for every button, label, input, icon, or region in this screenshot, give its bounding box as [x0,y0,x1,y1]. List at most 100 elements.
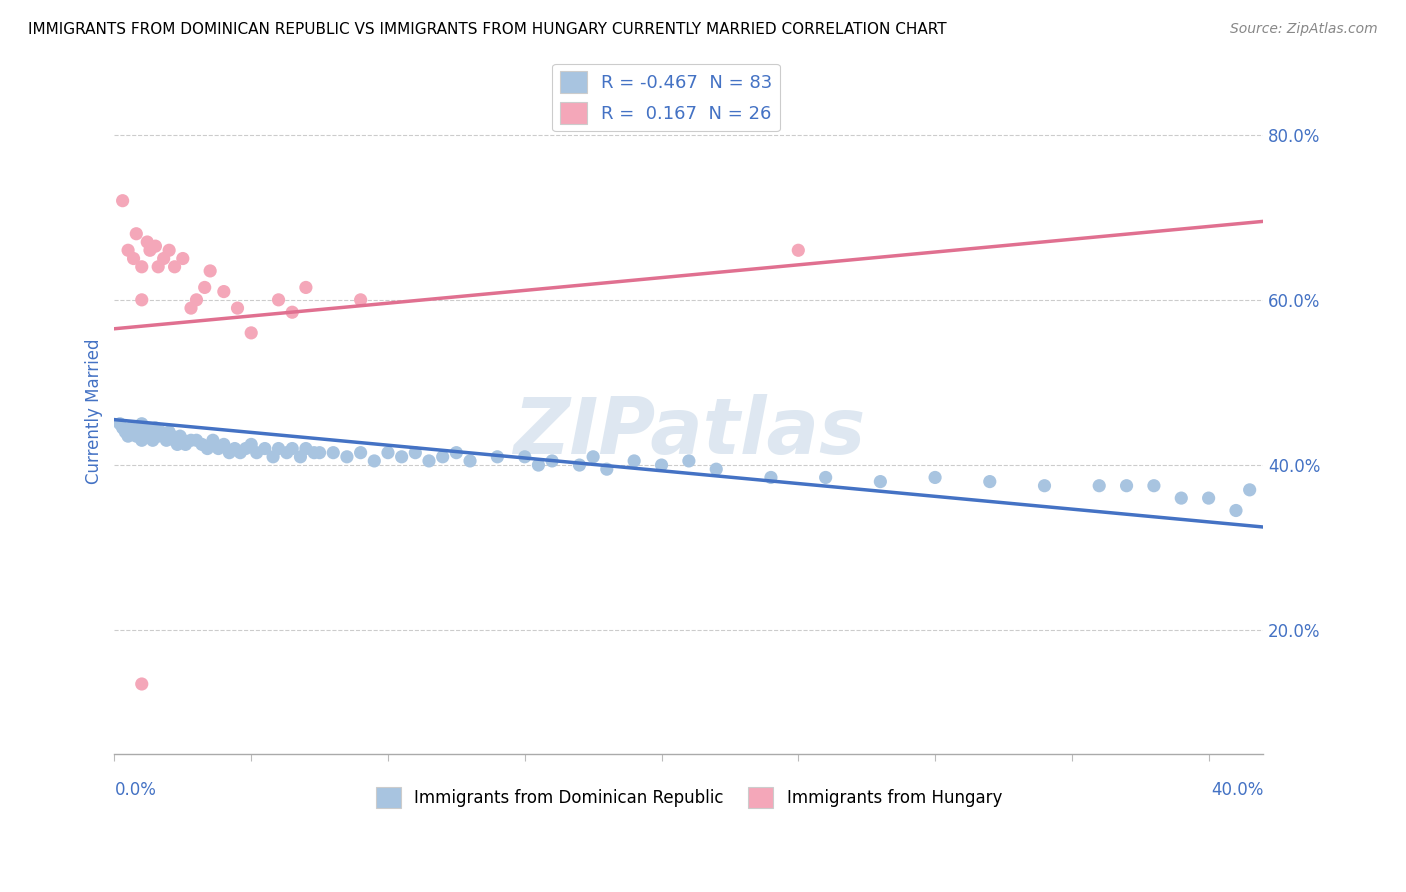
Point [924,470,946,484]
Point [148,429,170,443]
Point [212,437,235,451]
Point [1033,479,1056,493]
Point [201,434,224,448]
Point [582,450,605,464]
Point [262,450,284,464]
Point [180,434,202,448]
Point [229,445,252,459]
Point [145,421,167,435]
Point [174,437,197,451]
Point [527,458,550,472]
Point [541,454,564,468]
Point [650,458,672,472]
Point [226,301,249,315]
Point [131,417,153,431]
Point [869,475,891,489]
Point [194,280,217,294]
Point [157,425,180,439]
Point [149,425,172,439]
Point [322,445,344,459]
Point [212,285,235,299]
Point [596,462,619,476]
Point [134,421,156,435]
Point [568,458,591,472]
Point [418,454,440,468]
Point [1225,503,1247,517]
Point [145,239,167,253]
Point [432,450,454,464]
Point [108,417,131,431]
Point [163,434,186,448]
Point [128,425,150,439]
Point [198,264,221,278]
Y-axis label: Currently Married: Currently Married [86,339,103,484]
Point [1115,479,1137,493]
Point [152,252,174,266]
Point [308,445,330,459]
Point [814,470,837,484]
Point [290,450,312,464]
Point [759,470,782,484]
Point [302,445,325,459]
Point [623,454,645,468]
Point [148,260,170,274]
Point [349,445,371,459]
Text: 40.0%: 40.0% [1211,781,1264,799]
Text: ZIPatlas: ZIPatlas [513,394,865,470]
Point [253,442,276,456]
Point [131,434,153,448]
Point [678,454,700,468]
Point [169,429,191,443]
Point [377,445,399,459]
Point [122,252,145,266]
Point [363,454,385,468]
Point [267,293,290,307]
Point [160,429,183,443]
Point [125,429,148,443]
Text: IMMIGRANTS FROM DOMINICAN REPUBLIC VS IMMIGRANTS FROM HUNGARY CURRENTLY MARRIED : IMMIGRANTS FROM DOMINICAN REPUBLIC VS IM… [28,22,946,37]
Point [246,445,269,459]
Point [486,450,509,464]
Point [157,244,180,258]
Point [125,227,148,241]
Point [240,437,263,451]
Point [295,442,318,456]
Point [1143,479,1166,493]
Point [349,293,371,307]
Point [111,421,134,435]
Point [197,442,219,456]
Point [224,442,246,456]
Point [336,450,359,464]
Point [163,260,186,274]
Point [166,437,188,451]
Point [136,235,159,249]
Point [136,425,159,439]
Point [391,450,413,464]
Point [120,421,142,435]
Point [218,445,240,459]
Point [207,442,229,456]
Point [1170,491,1192,505]
Point [131,677,153,691]
Point [446,445,468,459]
Point [1239,483,1261,497]
Point [1198,491,1220,505]
Point [1088,479,1111,493]
Point [267,442,290,456]
Point [281,442,304,456]
Point [139,244,162,258]
Point [704,462,727,476]
Point [276,445,298,459]
Point [787,244,810,258]
Point [172,434,194,448]
Point [139,429,162,443]
Point [152,429,174,443]
Point [186,293,208,307]
Point [191,437,214,451]
Point [172,252,194,266]
Point [295,280,318,294]
Point [122,425,145,439]
Point [404,445,426,459]
Point [117,429,139,443]
Point [131,260,153,274]
